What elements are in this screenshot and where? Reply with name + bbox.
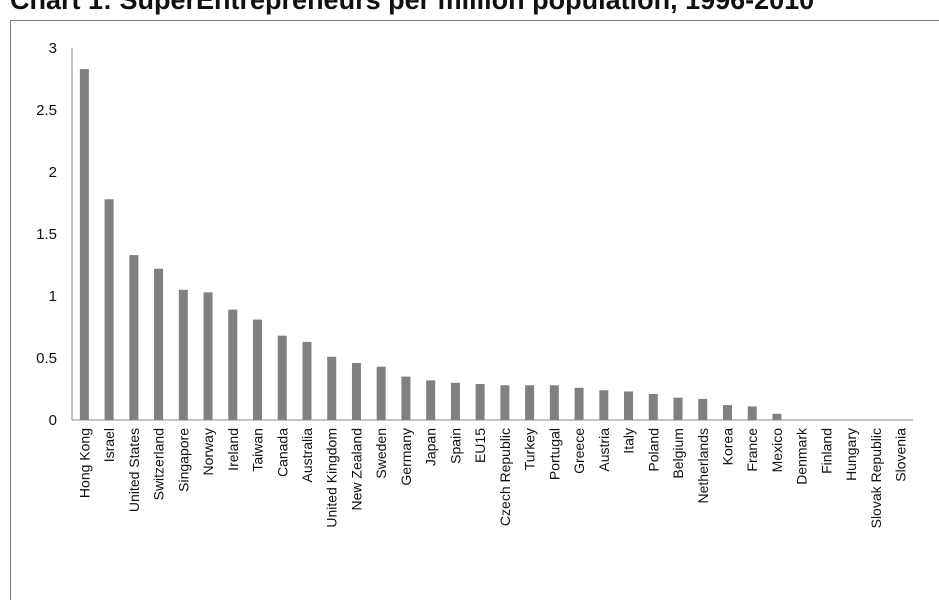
x-tick-label: France: [744, 428, 760, 472]
x-tick-label: Austria: [596, 428, 612, 472]
x-tick-label: Poland: [645, 428, 661, 472]
x-tick-label: Denmark: [794, 427, 810, 485]
y-axis: 0 0.5 1 1.5 2 2.5 3: [36, 40, 913, 429]
bar: [450, 382, 460, 420]
bar: [500, 385, 510, 420]
x-tick-label: Ireland: [225, 428, 241, 471]
bar: [104, 199, 114, 420]
y-tick-label: 1.5: [36, 226, 57, 243]
x-tick-label: United Kingdom: [324, 428, 340, 528]
bar: [129, 255, 139, 420]
bar: [228, 309, 238, 420]
x-tick-label: Sweden: [373, 428, 389, 479]
bar: [79, 69, 89, 420]
bar: [624, 391, 634, 420]
bar: [475, 384, 485, 420]
bar: [698, 398, 708, 420]
y-tick-label: 1: [49, 288, 57, 305]
x-tick-label: Finland: [818, 428, 834, 474]
x-tick-label: Spain: [447, 428, 463, 464]
bar: [673, 397, 683, 420]
x-tick-label: Mexico: [769, 428, 785, 473]
x-tick-label: Germany: [398, 428, 414, 486]
bar: [648, 393, 658, 420]
x-tick-label: Slovak Republic: [868, 428, 884, 528]
x-tick-label: Norway: [200, 428, 216, 475]
bar: [574, 387, 584, 420]
bar: [549, 385, 559, 420]
bar: [772, 413, 782, 420]
x-tick-label: Australia: [299, 428, 315, 483]
y-tick-label: 0.5: [36, 350, 57, 367]
y-tick-label: 0: [49, 412, 57, 429]
y-tick-label: 2: [49, 164, 57, 181]
x-tick-label: Canada: [274, 428, 290, 477]
x-axis-labels: Hong Kong Israel United States Switzerland S…: [76, 427, 908, 528]
bar-chart: 0 0.5 1 1.5 2 2.5 3 Hong Kong Israel United Stat…: [36, 40, 913, 528]
x-tick-label: Korea: [719, 428, 735, 466]
bar: [525, 385, 535, 420]
bar: [253, 319, 263, 420]
bar: [747, 406, 757, 420]
bar: [277, 335, 287, 420]
x-tick-label: Czech Republic: [497, 428, 513, 526]
x-tick-label: Hong Kong: [76, 428, 92, 498]
bar: [426, 380, 436, 420]
bar: [599, 390, 609, 420]
chart-frame: [10, 20, 939, 600]
x-tick-label: Portugal: [546, 428, 562, 480]
x-tick-label: Turkey: [522, 428, 538, 470]
y-tick-label: 2.5: [36, 102, 57, 119]
x-tick-label: Switzerland: [151, 428, 167, 500]
x-tick-label: Slovenia: [893, 428, 909, 482]
x-tick-label: New Zealand: [348, 428, 364, 511]
x-tick-label: Singapore: [175, 428, 191, 492]
bar: [203, 292, 213, 420]
x-tick-label: United States: [126, 428, 142, 512]
x-tick-label: Italy: [621, 428, 637, 454]
bar: [376, 366, 386, 420]
y-tick-label: 3: [49, 40, 57, 57]
bar: [178, 289, 188, 420]
x-tick-label: Netherlands: [695, 428, 711, 504]
bar: [722, 405, 732, 420]
bar: [401, 376, 411, 420]
x-tick-label: Israel: [101, 428, 117, 462]
bar: [327, 356, 337, 420]
x-tick-label: Belgium: [670, 428, 686, 479]
x-tick-label: Hungary: [843, 428, 859, 481]
bar: [302, 341, 312, 420]
bar: [351, 362, 361, 420]
x-tick-label: Japan: [423, 428, 439, 466]
x-tick-label: Taiwan: [250, 428, 266, 472]
x-tick-label: Greece: [571, 428, 587, 474]
bar: [154, 268, 164, 420]
x-tick-label: EU15: [472, 428, 488, 463]
bars: [79, 69, 782, 420]
chart-title: Chart 1: SuperEntrepreneurs per million …: [10, 0, 815, 15]
